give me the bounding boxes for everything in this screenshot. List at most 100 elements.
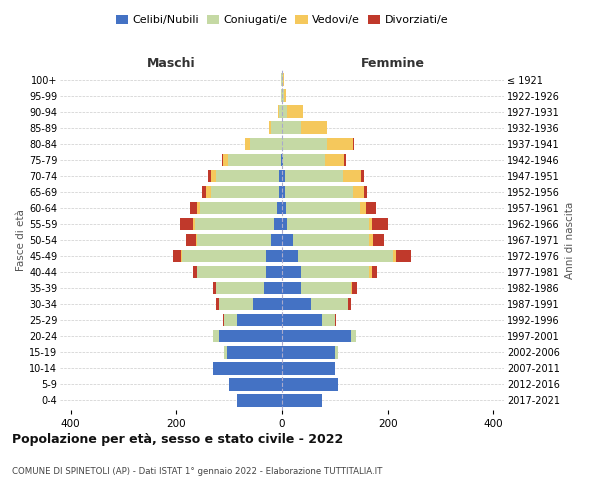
- Bar: [373, 234, 384, 246]
- Bar: [282, 202, 286, 214]
- Legend: Celibi/Nubili, Coniugati/e, Vedovi/e, Divorziati/e: Celibi/Nubili, Coniugati/e, Vedovi/e, Di…: [112, 10, 452, 30]
- Bar: [282, 138, 327, 150]
- Bar: [343, 170, 361, 182]
- Bar: [395, 250, 412, 262]
- Y-axis label: Fasce di età: Fasce di età: [16, 209, 26, 271]
- Bar: [282, 362, 335, 374]
- Bar: [173, 250, 181, 262]
- Y-axis label: Anni di nascita: Anni di nascita: [565, 202, 575, 278]
- Bar: [277, 202, 282, 214]
- Bar: [353, 138, 355, 150]
- Bar: [282, 314, 322, 326]
- Bar: [196, 234, 197, 246]
- Bar: [228, 154, 281, 166]
- Bar: [213, 330, 218, 342]
- Bar: [393, 250, 395, 262]
- Bar: [211, 170, 216, 182]
- Bar: [216, 282, 263, 294]
- Bar: [200, 202, 277, 214]
- Bar: [237, 314, 282, 326]
- Bar: [197, 202, 200, 214]
- Bar: [311, 298, 348, 310]
- Bar: [335, 314, 336, 326]
- Bar: [372, 266, 377, 278]
- Bar: [301, 122, 327, 134]
- Bar: [335, 346, 338, 358]
- Bar: [327, 138, 353, 150]
- Bar: [223, 154, 228, 166]
- Bar: [216, 298, 218, 310]
- Bar: [281, 154, 282, 166]
- Bar: [284, 170, 343, 182]
- Text: Femmine: Femmine: [361, 57, 425, 70]
- Bar: [369, 234, 373, 246]
- Bar: [263, 282, 282, 294]
- Bar: [271, 122, 282, 134]
- Bar: [278, 106, 280, 118]
- Bar: [351, 282, 352, 294]
- Bar: [282, 170, 284, 182]
- Bar: [224, 314, 237, 326]
- Bar: [193, 266, 197, 278]
- Bar: [364, 186, 367, 198]
- Bar: [298, 250, 393, 262]
- Bar: [282, 330, 351, 342]
- Bar: [222, 154, 223, 166]
- Bar: [282, 394, 322, 406]
- Bar: [216, 170, 280, 182]
- Bar: [280, 170, 282, 182]
- Bar: [253, 298, 282, 310]
- Text: Maschi: Maschi: [146, 57, 196, 70]
- Bar: [282, 250, 298, 262]
- Bar: [229, 378, 282, 390]
- Text: COMUNE DI SPINETOLI (AP) - Dati ISTAT 1° gennaio 2022 - Elaborazione TUTTITALIA.: COMUNE DI SPINETOLI (AP) - Dati ISTAT 1°…: [12, 468, 382, 476]
- Bar: [282, 122, 301, 134]
- Bar: [365, 202, 376, 214]
- Bar: [322, 314, 335, 326]
- Bar: [274, 218, 282, 230]
- Bar: [266, 266, 282, 278]
- Bar: [287, 218, 369, 230]
- Bar: [180, 218, 193, 230]
- Bar: [282, 154, 283, 166]
- Bar: [280, 106, 282, 118]
- Bar: [202, 186, 206, 198]
- Bar: [325, 154, 344, 166]
- Bar: [211, 186, 280, 198]
- Bar: [282, 266, 301, 278]
- Bar: [351, 330, 356, 342]
- Bar: [353, 186, 364, 198]
- Bar: [360, 202, 365, 214]
- Bar: [218, 298, 253, 310]
- Bar: [293, 234, 369, 246]
- Bar: [206, 186, 211, 198]
- Bar: [284, 186, 353, 198]
- Bar: [280, 186, 282, 198]
- Bar: [286, 202, 360, 214]
- Bar: [369, 266, 372, 278]
- Bar: [186, 234, 196, 246]
- Bar: [282, 234, 293, 246]
- Bar: [282, 186, 284, 198]
- Bar: [284, 90, 286, 102]
- Bar: [348, 298, 351, 310]
- Bar: [223, 314, 224, 326]
- Bar: [182, 250, 266, 262]
- Bar: [281, 90, 282, 102]
- Bar: [282, 218, 287, 230]
- Bar: [301, 266, 369, 278]
- Bar: [283, 74, 284, 86]
- Bar: [193, 218, 195, 230]
- Bar: [227, 346, 282, 358]
- Bar: [369, 218, 372, 230]
- Bar: [282, 346, 335, 358]
- Bar: [282, 282, 301, 294]
- Bar: [190, 202, 197, 214]
- Bar: [283, 154, 325, 166]
- Bar: [282, 90, 284, 102]
- Bar: [344, 154, 346, 166]
- Bar: [213, 282, 216, 294]
- Bar: [224, 346, 227, 358]
- Bar: [282, 106, 287, 118]
- Bar: [282, 298, 311, 310]
